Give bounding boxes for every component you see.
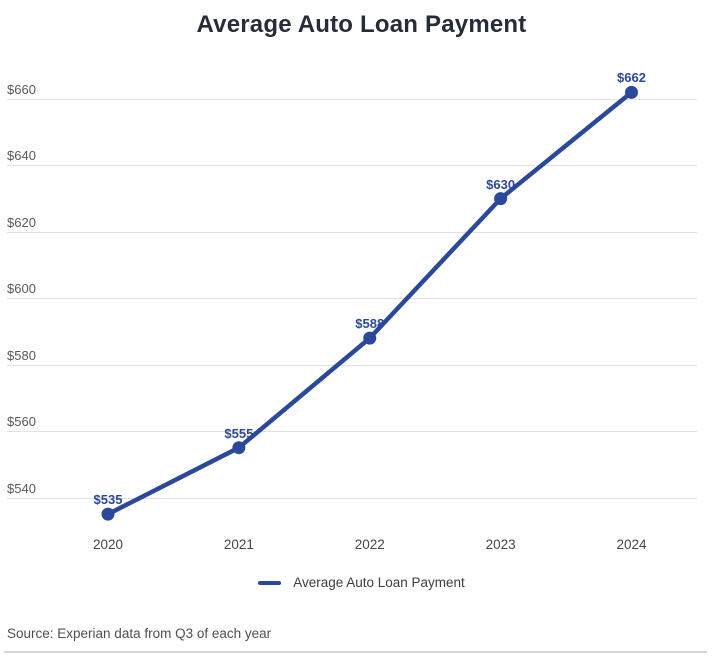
- gridline: [7, 231, 697, 233]
- y-axis-tick-label: $580: [7, 347, 36, 363]
- x-axis-tick-label: 2023: [485, 537, 516, 552]
- y-axis-tick-label: $660: [7, 82, 36, 97]
- y-axis-tick-label: $600: [7, 281, 36, 297]
- data-point: [101, 507, 115, 521]
- y-axis-tick-label: $540: [7, 480, 36, 496]
- data-point-label: $630: [486, 176, 516, 192]
- y-axis-tick-label: $560: [7, 414, 36, 430]
- gridline: [7, 298, 697, 300]
- bottom-divider: [4, 651, 707, 653]
- x-axis-tick-label: 2021: [223, 537, 254, 552]
- gridline: [7, 364, 697, 366]
- y-axis-tick-label: $620: [7, 214, 36, 230]
- gridline: [7, 99, 697, 100]
- data-point-label: $535: [93, 492, 123, 508]
- legend: Average Auto Loan Payment: [0, 575, 723, 590]
- data-point: [494, 192, 508, 206]
- data-point-label: $555: [224, 425, 254, 441]
- legend-line-swatch: [258, 580, 282, 585]
- chart-title: Average Auto Loan Payment: [196, 11, 527, 38]
- data-point: [625, 85, 638, 99]
- x-axis-tick-label: 2020: [92, 537, 124, 552]
- data-point: [232, 441, 246, 455]
- data-point-label: $588: [355, 316, 385, 332]
- source-note: Source: Experian data from Q3 of each ye…: [7, 626, 272, 641]
- legend-label: Average Auto Loan Payment: [293, 575, 465, 590]
- y-axis-tick-label: $640: [7, 148, 36, 164]
- data-point-label: $662: [617, 70, 646, 86]
- data-point: [363, 331, 377, 345]
- series-line: [106, 90, 633, 517]
- gridline: [7, 165, 697, 167]
- x-axis-tick-label: 2022: [354, 537, 385, 552]
- gridline: [7, 431, 697, 433]
- x-axis-tick-label: 2024: [616, 537, 647, 552]
